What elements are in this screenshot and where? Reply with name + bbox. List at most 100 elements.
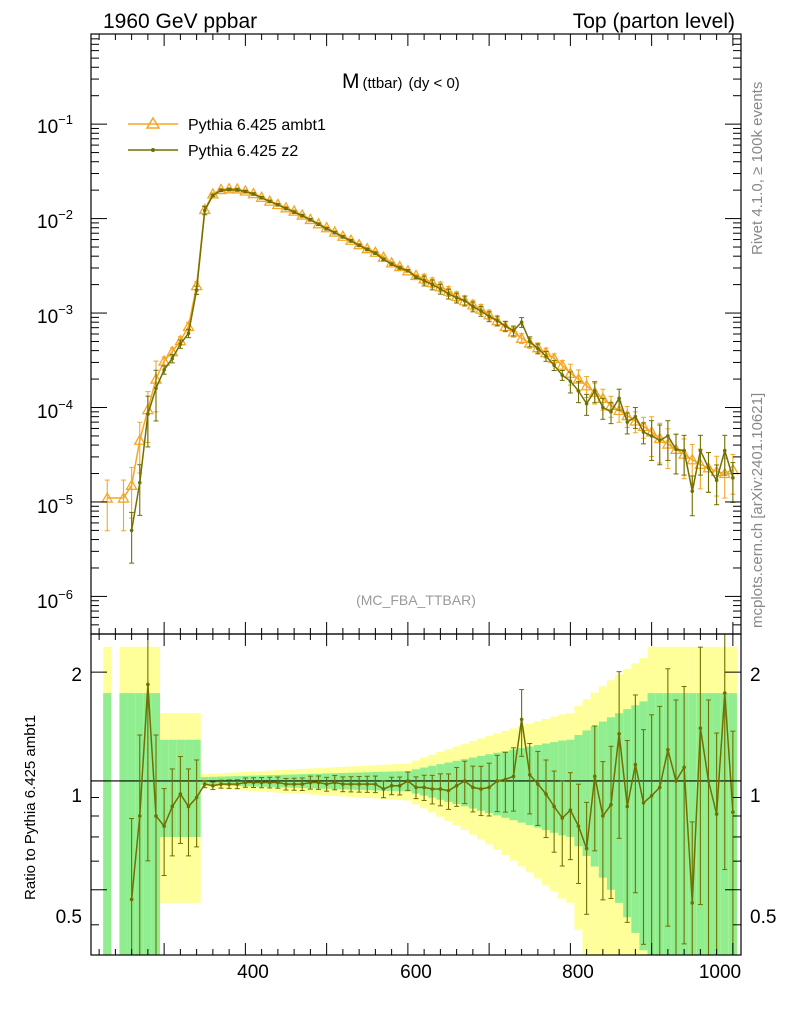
- ratio-data-point: [357, 782, 361, 786]
- ratio-tick-label: 0.5: [56, 907, 82, 928]
- data-point-dot: [601, 405, 605, 410]
- data-point-dot: [251, 192, 256, 196]
- plot-title-tail: (dy < 0): [409, 75, 460, 92]
- data-point-dot: [308, 218, 313, 222]
- legend-triangle-icon: [145, 116, 161, 129]
- data-point-dot: [609, 410, 613, 414]
- ratio-tick-label-right: 1: [750, 786, 761, 807]
- ratio-data-point: [706, 779, 711, 783]
- data-point-dot: [576, 389, 581, 393]
- plot-title-main: M: [342, 70, 360, 93]
- ratio-data-point: [292, 782, 296, 786]
- ratio-data-point: [471, 785, 475, 790]
- process-label: Top (parton level): [573, 10, 735, 33]
- x-tick-labels: 400 600 800 1000: [237, 962, 741, 983]
- y-tick-label: 10−2: [37, 207, 73, 233]
- ratio-data-point: [552, 804, 556, 809]
- legend-label-ambt1: Pythia 6.425 ambt1: [188, 117, 326, 134]
- data-point-dot: [194, 288, 199, 292]
- ratio-data-point: [227, 782, 231, 786]
- data-point-dot: [462, 298, 467, 303]
- data-point-dot: [186, 331, 191, 336]
- data-point-dot: [536, 346, 540, 351]
- series-z2: [129, 187, 736, 564]
- data-point-dot: [137, 480, 142, 485]
- data-point-dot: [714, 478, 719, 482]
- data-point-triangle: [515, 331, 528, 343]
- data-point-dot: [276, 202, 280, 207]
- data-point-dot: [267, 199, 272, 204]
- data-point-dot: [592, 389, 597, 393]
- ratio-data-point: [462, 779, 467, 783]
- data-point-dot: [284, 206, 288, 211]
- data-point-dot: [397, 266, 402, 270]
- data-point-dot: [446, 291, 451, 296]
- data-point-dot: [324, 226, 329, 231]
- data-point-dot: [544, 354, 548, 358]
- x-tick-label: 600: [400, 962, 432, 983]
- data-point-triangle: [133, 433, 146, 445]
- ratio-data-point: [568, 808, 573, 813]
- ratio-data-point: [414, 785, 418, 790]
- y-tick-label: 10−3: [37, 302, 73, 328]
- ratio-data-point: [146, 682, 150, 687]
- ratio-data-point: [154, 814, 158, 818]
- legend-entry-ambt1: Pythia 6.425 ambt1: [128, 116, 326, 134]
- ratio-data-point: [178, 792, 183, 796]
- data-point-dot: [202, 208, 207, 213]
- y-tick-label: 10−4: [37, 397, 73, 423]
- x-tick-label: 400: [237, 962, 269, 983]
- ratio-data-point: [406, 779, 410, 783]
- data-point-dot: [722, 448, 727, 453]
- data-point-dot: [698, 448, 703, 453]
- ratio-series-group: [129, 633, 736, 956]
- data-point-dot: [316, 222, 321, 227]
- ratio-band-inner: [119, 693, 128, 955]
- data-point-dot: [259, 195, 264, 200]
- ratio-y-tick-labels-left: 0.5 1 2: [56, 665, 82, 928]
- data-point-dot: [503, 324, 508, 328]
- ratio-data-point: [503, 777, 508, 782]
- data-point-dot: [617, 396, 621, 401]
- data-point-dot: [641, 430, 646, 434]
- ratio-data-point: [129, 897, 134, 902]
- ratio-data-point: [666, 747, 670, 752]
- data-point-dot: [341, 235, 345, 239]
- y-tick-label: 10−5: [37, 492, 73, 518]
- main-series-group: [101, 182, 739, 564]
- main-plot-panel: M (ttbar) (dy < 0) (MC_FBA_TTBAR) 10−1 10−…: [37, 33, 742, 635]
- data-point-dot: [178, 342, 183, 346]
- ratio-plot-panel: Ratio to Pythia 6.425 ambt1 0.5 1 2 0.5 …: [22, 633, 776, 983]
- ratio-data-point: [276, 780, 280, 785]
- ratio-data-point: [284, 782, 288, 786]
- x-tick-label: 800: [562, 962, 594, 983]
- energy-label: 1960 GeV ppbar: [103, 10, 257, 33]
- data-point-dot: [300, 214, 305, 218]
- data-point-dot: [690, 489, 695, 493]
- ratio-data-point: [731, 810, 735, 814]
- ratio-data-point: [430, 787, 435, 791]
- ratio-y-axis-label: Ratio to Pythia 6.425 ambt1: [22, 715, 39, 900]
- ratio-data-point: [690, 901, 695, 905]
- ratio-data-point: [365, 782, 370, 786]
- data-point-dot: [381, 257, 386, 262]
- data-point-dot: [162, 368, 166, 372]
- ratio-data-point: [495, 779, 500, 783]
- data-point-dot: [292, 210, 296, 214]
- ratio-y-tick-labels-right: 0.5 1 2: [750, 665, 776, 928]
- ratio-data-point: [389, 783, 394, 788]
- data-point-dot: [560, 373, 565, 377]
- data-point-dot: [406, 269, 410, 273]
- ratio-data-point: [714, 812, 719, 816]
- ratio-data-point: [682, 765, 686, 770]
- data-point-dot: [471, 304, 475, 309]
- ratio-data-point: [527, 772, 532, 777]
- data-point-dot: [243, 189, 248, 194]
- ratio-data-point: [584, 846, 589, 851]
- data-point-dot: [633, 414, 638, 419]
- ratio-data-point: [609, 802, 613, 807]
- ratio-data-point: [219, 782, 223, 786]
- data-point-triangle: [117, 491, 130, 503]
- data-point-dot: [219, 188, 223, 193]
